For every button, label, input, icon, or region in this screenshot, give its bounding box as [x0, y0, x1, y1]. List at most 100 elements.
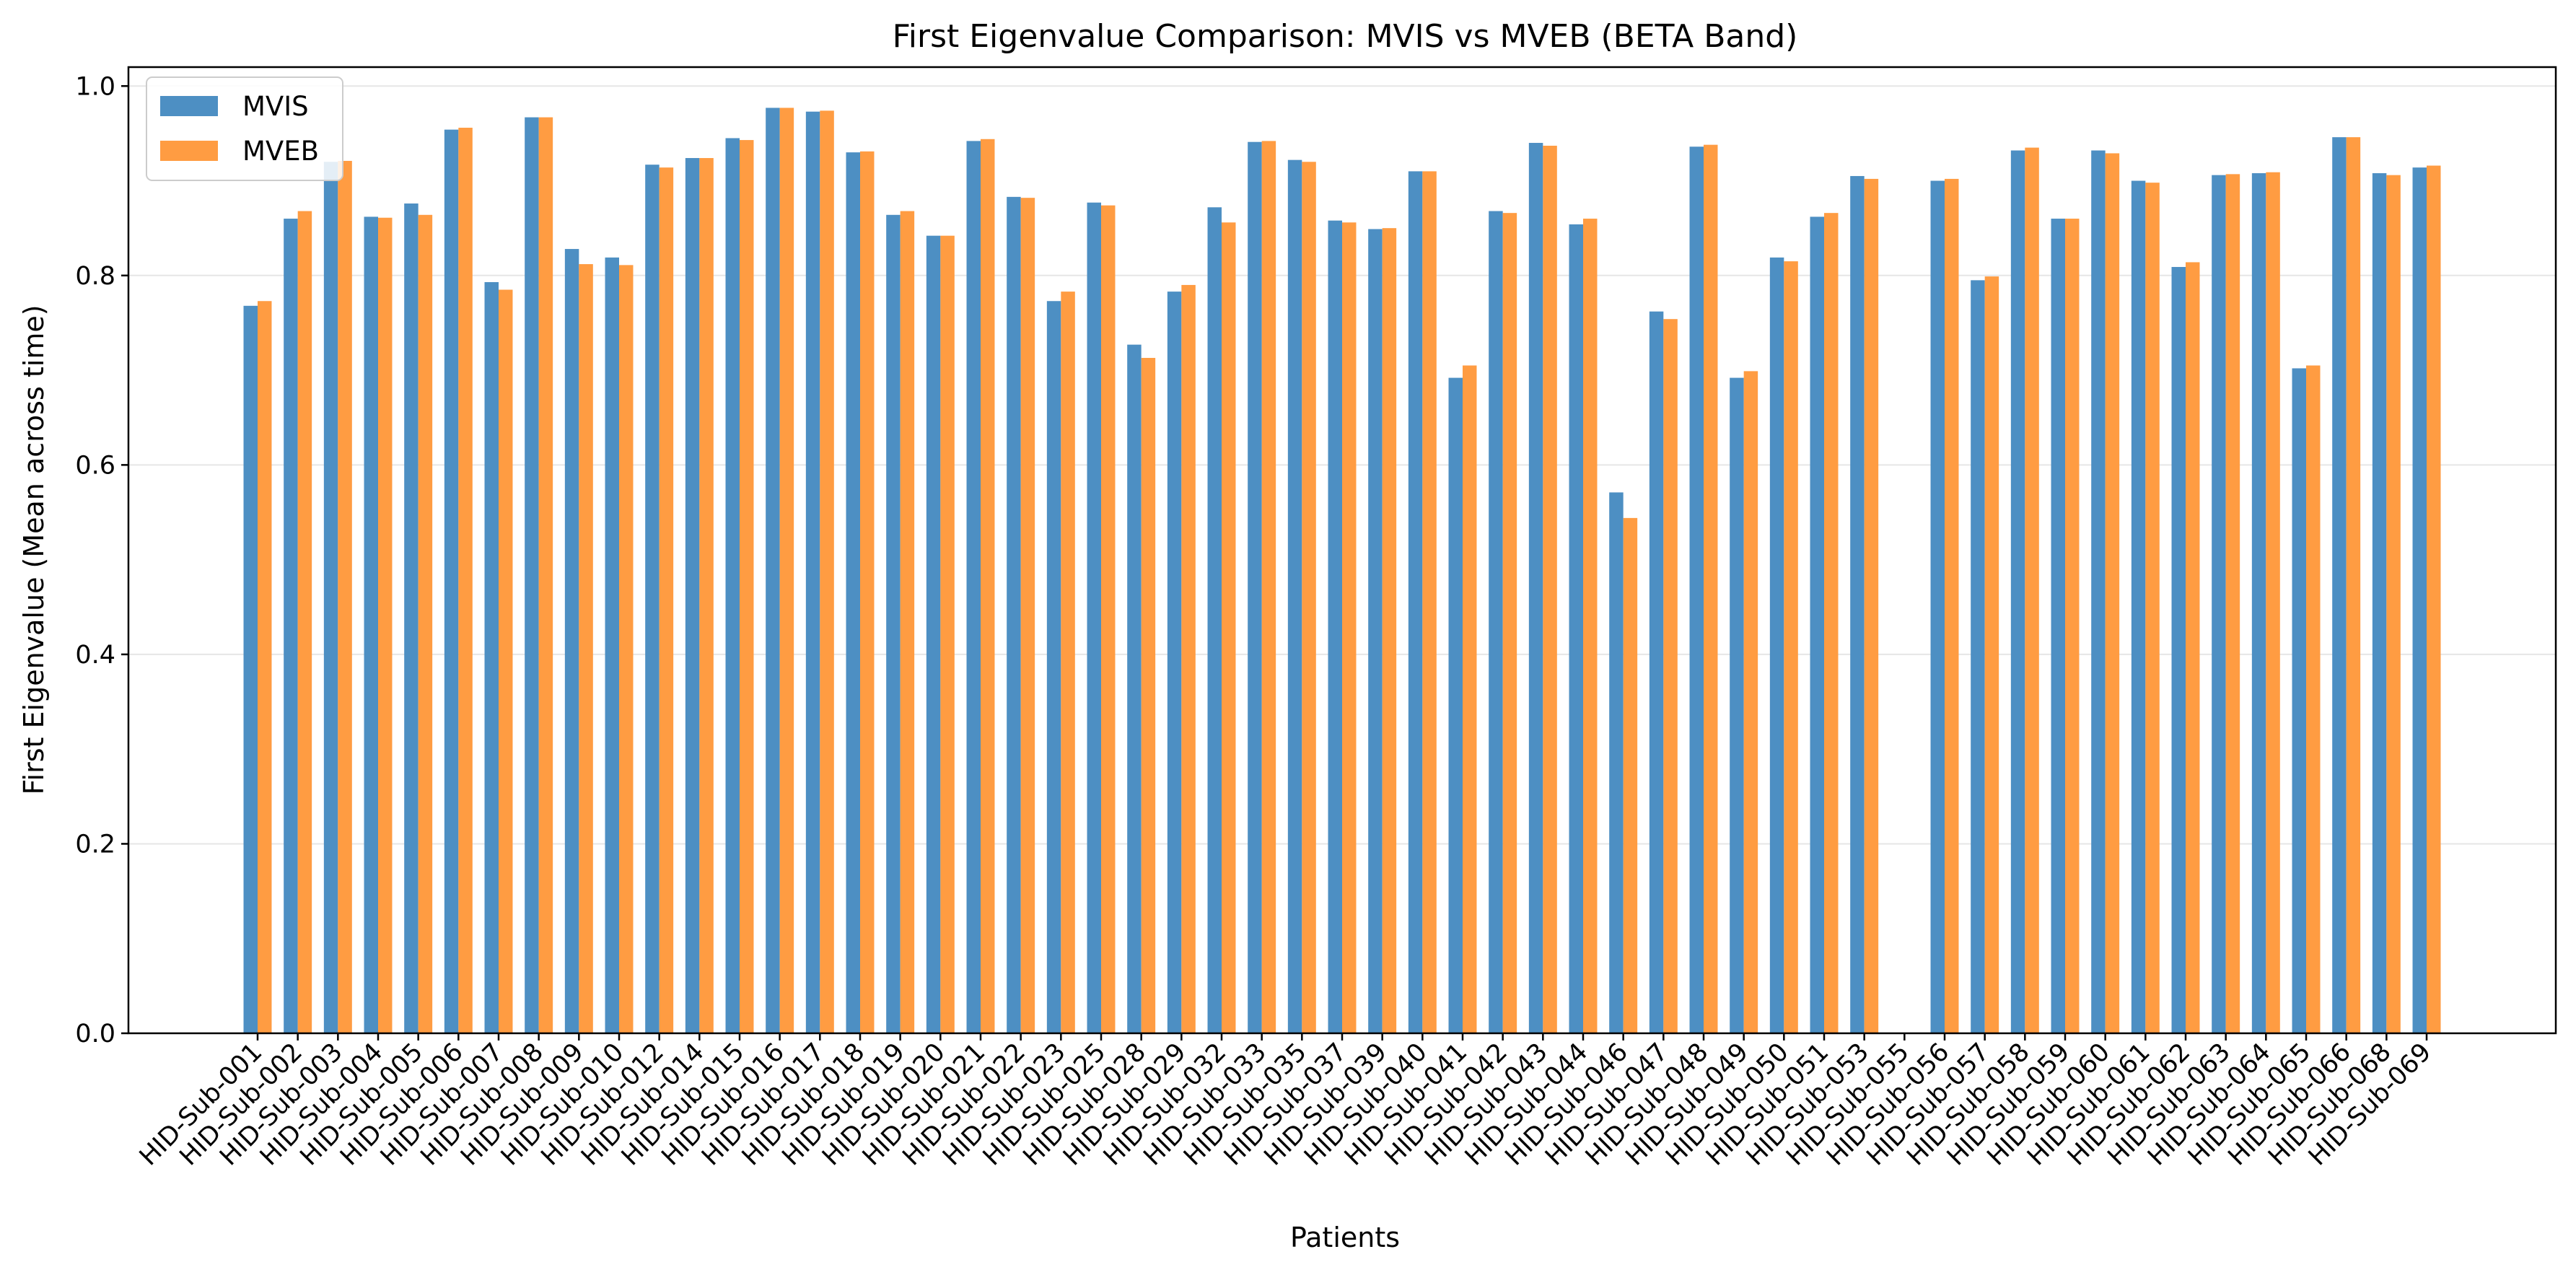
bar-mveb-hid-sub-056 — [1945, 178, 1959, 1033]
y-tick-label: 0.0 — [75, 1020, 115, 1048]
bar-mvis-hid-sub-014 — [685, 158, 700, 1033]
bar-mvis-hid-sub-043 — [1528, 143, 1543, 1033]
bar-mveb-hid-sub-040 — [1422, 171, 1437, 1033]
x-axis-ticks: HID-Sub-001HID-Sub-002HID-Sub-003HID-Sub… — [134, 1033, 2437, 1172]
bar-mveb-hid-sub-053 — [1864, 178, 1879, 1033]
bar-mvis-hid-sub-003 — [323, 162, 338, 1033]
bar-mvis-hid-sub-009 — [564, 249, 579, 1033]
bar-mvis-hid-sub-015 — [725, 138, 740, 1033]
bar-mveb-hid-sub-023 — [1061, 292, 1075, 1033]
bar-mvis-hid-sub-069 — [2412, 167, 2427, 1033]
bar-mvis-hid-sub-021 — [966, 141, 981, 1033]
bar-mveb-hid-sub-018 — [860, 151, 875, 1033]
bar-mveb-hid-sub-062 — [2186, 262, 2200, 1033]
bar-mvis-hid-sub-019 — [886, 214, 901, 1034]
bar-mvis-hid-sub-018 — [846, 152, 860, 1033]
bar-mveb-hid-sub-043 — [1543, 145, 1557, 1033]
bar-mveb-hid-sub-022 — [1020, 198, 1035, 1033]
bar-mveb-hid-sub-051 — [1824, 213, 1839, 1034]
bar-mvis-hid-sub-066 — [2332, 137, 2347, 1033]
bar-mveb-hid-sub-019 — [900, 211, 915, 1034]
chart-title: First Eigenvalue Comparison: MVIS vs MVE… — [893, 18, 1798, 55]
bar-mvis-hid-sub-047 — [1649, 311, 1664, 1033]
bar-mveb-hid-sub-005 — [418, 214, 433, 1034]
bar-mvis-hid-sub-017 — [805, 111, 820, 1034]
bar-mveb-hid-sub-044 — [1583, 219, 1598, 1034]
bar-mvis-hid-sub-010 — [605, 257, 619, 1033]
bar-mveb-hid-sub-002 — [297, 211, 312, 1034]
bar-mveb-hid-sub-060 — [2105, 153, 2120, 1033]
bar-mveb-hid-sub-033 — [1261, 141, 1276, 1033]
bar-mveb-hid-sub-009 — [579, 264, 593, 1033]
legend-swatch-mvis — [160, 96, 218, 116]
bar-mveb-hid-sub-057 — [1984, 276, 1999, 1033]
bar-mveb-hid-sub-025 — [1101, 205, 1116, 1034]
bar-mveb-hid-sub-048 — [1704, 144, 1718, 1033]
bar-mvis-hid-sub-016 — [766, 108, 780, 1034]
bar-mvis-hid-sub-062 — [2171, 266, 2186, 1033]
bar-mvis-hid-sub-051 — [1810, 216, 1824, 1034]
bar-mveb-hid-sub-029 — [1181, 284, 1196, 1033]
bar-mveb-hid-sub-032 — [1222, 222, 1236, 1034]
bar-mvis-hid-sub-044 — [1569, 224, 1583, 1034]
bar-mvis-hid-sub-035 — [1287, 159, 1302, 1033]
bar-mvis-hid-sub-005 — [404, 203, 419, 1034]
y-tick-label: 0.6 — [75, 451, 115, 480]
bar-mvis-hid-sub-006 — [444, 129, 459, 1034]
bar-mvis-hid-sub-022 — [1007, 196, 1021, 1033]
bar-mvis-hid-sub-068 — [2372, 173, 2387, 1033]
bar-mveb-hid-sub-010 — [619, 265, 634, 1033]
bar-mvis-hid-sub-056 — [1930, 180, 1945, 1033]
y-tick-label: 0.2 — [75, 830, 115, 859]
bar-mveb-hid-sub-063 — [2225, 174, 2240, 1033]
bar-mveb-hid-sub-049 — [1743, 371, 1758, 1033]
bar-mveb-hid-sub-066 — [2346, 137, 2361, 1033]
bar-mveb-hid-sub-014 — [699, 158, 714, 1033]
bar-mveb-hid-sub-016 — [779, 108, 794, 1034]
bar-mveb-hid-sub-039 — [1382, 228, 1397, 1034]
bar-mveb-hid-sub-047 — [1663, 319, 1678, 1033]
bar-mvis-hid-sub-002 — [284, 219, 298, 1034]
bar-mveb-hid-sub-003 — [338, 160, 352, 1033]
bar-mvis-hid-sub-064 — [2251, 173, 2266, 1033]
bar-mveb-hid-sub-004 — [378, 217, 393, 1034]
bar-mvis-hid-sub-012 — [645, 165, 660, 1033]
legend-label-mvis: MVIS — [242, 91, 309, 122]
bar-mvis-hid-sub-058 — [2010, 150, 2025, 1033]
bar-mveb-hid-sub-050 — [1784, 261, 1798, 1033]
bar-mvis-hid-sub-028 — [1127, 344, 1142, 1034]
bar-mvis-hid-sub-037 — [1328, 220, 1342, 1034]
bar-mvis-hid-sub-065 — [2292, 368, 2306, 1033]
x-axis-label: Patients — [1290, 1222, 1400, 1253]
legend-swatch-mveb — [160, 141, 218, 161]
bar-mveb-hid-sub-061 — [2145, 183, 2160, 1033]
bar-mvis-hid-sub-023 — [1046, 301, 1061, 1033]
bar-mveb-hid-sub-006 — [458, 128, 473, 1034]
bar-mveb-hid-sub-064 — [2266, 172, 2280, 1033]
bar-mveb-hid-sub-021 — [981, 139, 995, 1033]
bar-mveb-hid-sub-020 — [940, 235, 955, 1033]
bar-mveb-hid-sub-046 — [1623, 517, 1638, 1033]
bar-mveb-hid-sub-037 — [1342, 222, 1357, 1034]
bar-mvis-hid-sub-060 — [2091, 150, 2106, 1033]
bar-mveb-hid-sub-007 — [499, 289, 513, 1033]
bar-mvis-hid-sub-040 — [1408, 171, 1423, 1033]
bar-mvis-hid-sub-008 — [525, 117, 539, 1034]
bar-mveb-hid-sub-041 — [1463, 365, 1477, 1033]
bar-mvis-hid-sub-059 — [2051, 219, 2065, 1034]
y-tick-label: 0.8 — [75, 262, 115, 291]
bar-mveb-hid-sub-059 — [2065, 219, 2080, 1034]
legend-label-mveb: MVEB — [242, 136, 319, 167]
bar-mvis-hid-sub-032 — [1207, 207, 1222, 1034]
bar-mvis-hid-sub-050 — [1769, 257, 1784, 1033]
bar-mvis-hid-sub-061 — [2131, 180, 2146, 1033]
bar-mveb-hid-sub-015 — [740, 140, 754, 1033]
bar-mvis-hid-sub-041 — [1448, 377, 1463, 1033]
bar-mveb-hid-sub-017 — [820, 110, 834, 1034]
bar-mvis-hid-sub-029 — [1167, 292, 1182, 1033]
y-axis-label: First Eigenvalue (Mean across time) — [18, 304, 50, 794]
bar-mveb-hid-sub-065 — [2306, 365, 2321, 1033]
bars — [243, 108, 2441, 1034]
bar-mveb-hid-sub-069 — [2427, 165, 2441, 1033]
